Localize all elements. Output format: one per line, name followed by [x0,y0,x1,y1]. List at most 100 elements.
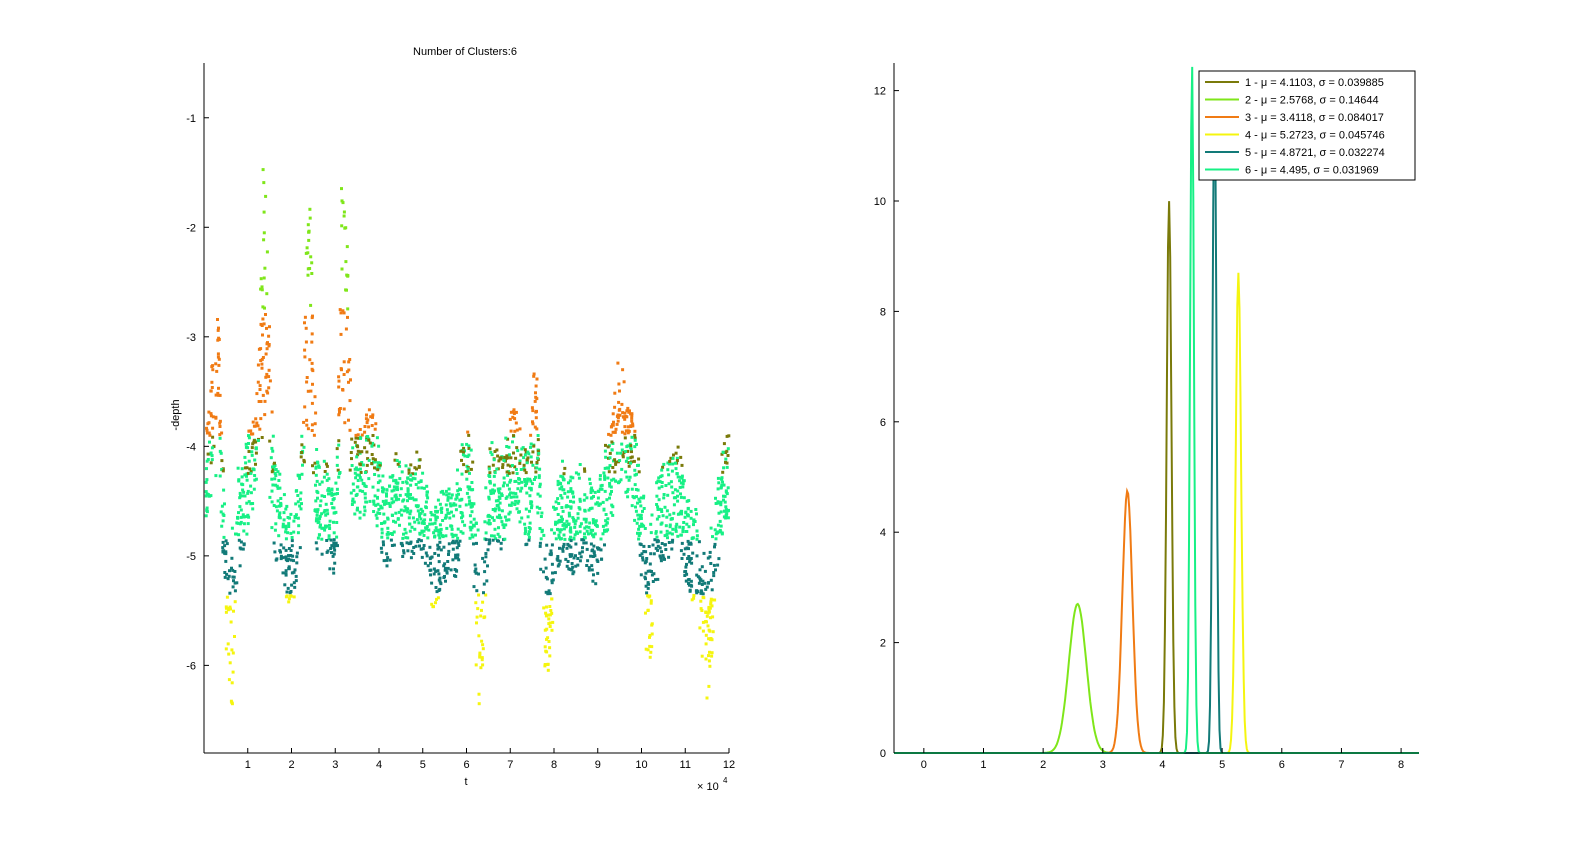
scatter-point [270,489,274,493]
scatter-point [303,321,306,325]
scatter-point [262,276,266,280]
scatter-point [251,507,255,511]
scatter-point [294,574,298,578]
scatter-point [381,540,385,544]
scatter-point [311,464,314,468]
scatter-point [606,517,610,521]
scatter-point [645,591,649,595]
scatter-point [569,539,573,543]
scatter-point [361,463,365,467]
scatter-point [648,634,652,637]
scatter-point [556,483,560,487]
scatter-point [562,488,566,492]
scatter-point [295,561,299,565]
scatter-point [366,457,370,461]
scatter-point [420,486,424,490]
x-tick-label: 7 [1338,759,1344,771]
scatter-point [254,477,258,481]
scatter-point [638,531,642,535]
scatter-point [221,519,225,523]
scatter-point [535,377,539,381]
scatter-point [596,546,599,550]
scatter-point [499,516,503,520]
x-tick-label: 4 [376,759,382,771]
scatter-point [628,409,631,413]
scatter-point [444,515,448,519]
scatter-point [680,557,684,560]
scatter-point [724,460,727,464]
scatter-point [333,548,337,552]
scatter-point [493,489,496,493]
scatter-point [253,478,257,482]
y-tick-label: -1 [186,113,196,125]
scatter-point [285,590,289,594]
scatter-point [468,525,472,529]
x-tick-label: 12 [723,759,735,771]
scatter-point [456,536,460,540]
scatter-point [209,414,213,418]
scatter-point [271,434,275,438]
scatter-point [265,372,269,376]
scatter-point [506,437,510,441]
scatter-point [308,267,312,270]
scatter-point [225,572,229,576]
scatter-point [294,579,298,583]
scatter-point [409,509,413,513]
scatter-point [232,575,236,579]
scatter-point [285,504,289,508]
scatter-point [264,352,268,356]
scatter-point [355,455,359,459]
scatter-point [290,583,294,587]
scatter-point [514,456,518,460]
scatter-point [252,424,256,428]
scatter-point [534,416,538,420]
scatter-point [237,538,241,542]
scatter-point [532,444,536,448]
scatter-point [464,503,468,507]
scatter-point [204,490,208,494]
scatter-point [707,637,711,641]
scatter-point [692,519,696,523]
scatter-point [436,596,440,600]
scatter-point [439,548,443,552]
scatter-point [306,251,310,255]
scatter-point [659,522,663,526]
scatter-point [725,492,729,496]
scatter-point [206,452,210,456]
scatter-point [267,368,271,372]
scatter-point [502,455,506,459]
scatter-point [692,596,696,600]
scatter-point [637,470,641,474]
scatter-point [469,502,473,505]
scatter-point [593,490,597,494]
scatter-point [371,485,375,489]
scatter-point [558,559,562,563]
scatter-point [310,332,314,336]
scatter-point [331,498,335,502]
scatter-point [332,506,336,510]
y-tick-label: -4 [186,441,196,453]
scatter-point [609,433,613,437]
scatter-point [437,560,441,564]
scatter-point [524,471,528,475]
scatter-point [502,476,506,480]
scatter-point [231,670,235,674]
scatter-point [513,480,517,483]
scatter-point [525,479,529,483]
scatter-point [656,577,660,581]
scatter-point [358,510,362,514]
scatter-point [332,511,336,515]
scatter-point [406,476,410,480]
scatter-point [573,533,577,537]
scatter-point [508,480,512,484]
scatter-point [626,495,630,499]
scatter-point [211,435,215,439]
scatter-point [603,529,607,533]
scatter-point [430,513,434,517]
scatter-point [459,530,463,534]
scatter-point [320,494,324,498]
scatter-point [482,591,485,595]
scatter-point [461,520,465,524]
scatter-point [386,516,390,520]
scatter-point [373,427,377,431]
